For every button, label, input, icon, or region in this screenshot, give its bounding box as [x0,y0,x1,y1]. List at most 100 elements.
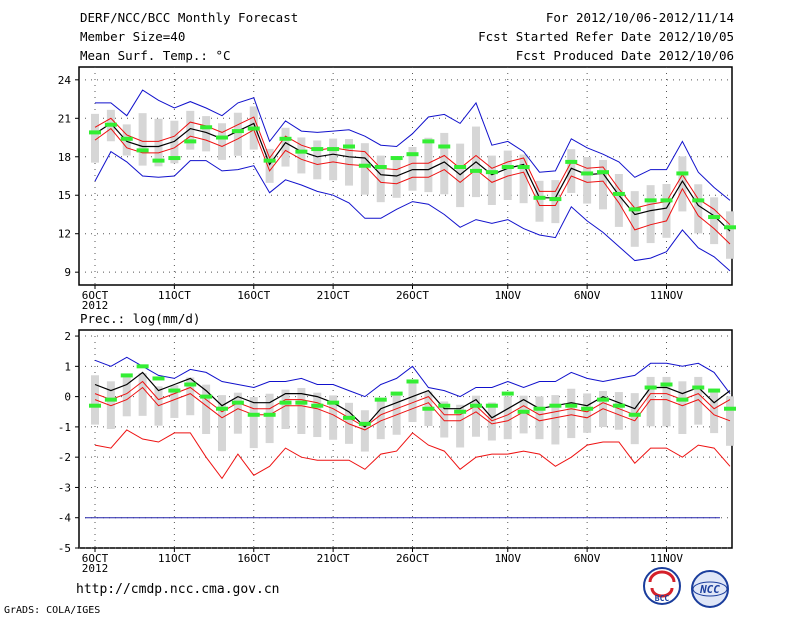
prec-member-box [233,392,242,434]
prec-member-box [694,376,703,425]
temp-median-marker [152,158,165,163]
temp-member-box [583,157,592,204]
prec-member-box [265,393,274,444]
fcst-produced-date: Fcst Produced Date 2012/10/06 [515,48,734,63]
temp-median-marker [168,156,181,161]
prec-x-year-label: 2012 [82,562,109,575]
prec-member-box [297,387,306,435]
temp-x-tick-label: 1NOV [495,289,522,302]
temp-member-box [726,211,734,259]
prec-median-marker [152,376,165,381]
temp-y-tick-label: 18 [58,151,71,164]
temp-median-marker [216,135,228,140]
prec-member-box [630,393,639,445]
fcst-started-date: Fcst Started Refer Date 2012/10/05 [478,29,734,44]
temp-member-box [646,185,655,244]
temp-member-box [630,191,639,247]
ncc-logo-disc [691,570,729,608]
temp-median-marker [327,147,340,152]
temp-member-box [154,118,163,167]
temp-member-box [662,184,671,238]
prec-member-box [535,396,544,440]
prec-member-box [567,388,576,439]
prec-member-box [456,404,465,448]
temp-x-tick-label: 6OCT [82,289,109,302]
variable-label: Mean Surf. Temp.: °C [80,48,231,63]
prec-x-tick-label: 11NOV [650,552,683,565]
prec-member-box [360,410,369,452]
temp-median-marker [231,129,244,134]
temp-median-marker [311,147,324,152]
prec-y-tick-label: 0 [64,391,71,404]
prec-median-marker [89,403,101,408]
prec-member-box [487,402,496,441]
temp-max-member-line [95,89,731,201]
temp-y-tick-label: 24 [58,74,72,87]
temp-member-box [218,123,226,160]
temp-median-marker [565,159,578,164]
temp-median-marker [184,139,197,144]
temp-y-tick-label: 12 [58,228,71,241]
bcc-logo: BCC [643,567,681,605]
temp-member-box [202,116,211,152]
prec-median-marker [660,382,673,387]
temp-x-tick-label: 6NOV [574,289,601,302]
temp-member-box [91,113,99,163]
prec-member-box [519,395,528,434]
prec-member-box [376,398,385,440]
temp-member-box [138,113,147,166]
temp-member-box [313,140,322,180]
temperature-panel: 9 12 15 18 21 24 6OCT 11OCT 16OCT 21OCT 26OCT 1NOV 6… [58,66,736,312]
prec-member-box [503,396,512,440]
temp-median-marker [247,126,260,131]
temp-ensemble-mean-line [94,122,731,232]
prec-median-marker [422,406,435,411]
prec-member-box [313,392,322,438]
prec-median-marker [676,397,689,402]
prec-median-marker [485,403,498,408]
temp-median-marker [374,165,387,170]
prec-median-marker [692,385,705,390]
prec-median-marker [597,397,609,402]
prec-member-box [614,392,623,430]
temp-member-box [440,132,449,195]
prec-median-marker [454,409,467,414]
prec-x-tick-label: 16OCT [237,552,270,565]
prec-x-tick-label: 6NOV [574,552,601,565]
prec-median-marker [104,397,117,402]
prec-median-marker [406,379,419,384]
temp-median-marker [660,198,673,203]
temp-median-marker [89,130,101,135]
temp-member-box [408,146,417,191]
temp-median-marker [136,148,149,153]
temp-median-marker [533,195,546,200]
temp-member-box [424,137,433,193]
prec-member-box [726,396,734,446]
temp-median-marker [549,197,562,202]
temp-member-box [297,137,306,174]
temp-median-marker [358,163,371,168]
prec-median-marker [247,412,260,417]
prec-member-box [472,395,480,437]
temp-x-tick-label: 11NOV [650,289,683,302]
temp-x-year-label: 2012 [82,299,109,312]
prec-median-marker [708,388,721,393]
temp-median-marker [279,136,292,141]
temp-median-marker [438,144,451,149]
temp-median-marker [295,149,308,154]
temp-median-marker [501,165,514,170]
ncc-logo-text: NCC [699,583,720,596]
temp-median-marker [343,144,355,149]
prec-member-box [392,392,401,435]
temp-member-box [567,149,576,193]
prec-panel-label: Prec.: log(mm/d) [80,311,201,326]
temp-member-box [281,127,290,167]
ncc-logo-globe [692,581,728,597]
prec-median-marker [438,403,451,408]
prec-median-marker [200,394,213,399]
temp-member-box [376,155,385,203]
prec-median-marker [343,415,355,420]
prec-y-tick-label: -1 [58,421,71,434]
temp-member-box [694,184,703,234]
